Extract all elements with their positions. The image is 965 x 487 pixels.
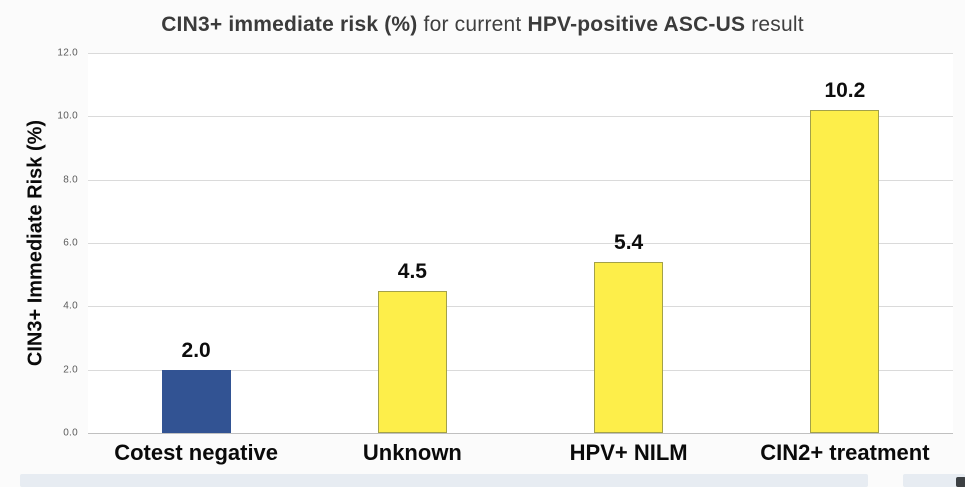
bar-value-label-unknown: 4.5 [397,259,427,283]
y-tick-label: 8.0 [63,174,78,186]
x-axis-label-unknown: Unknown [362,440,462,465]
gridline [88,243,953,244]
chart-title-regular-1: for current [417,13,528,36]
y-tick-label: 0.0 [63,427,78,439]
x-axis-label-cin2-treatment: CIN2+ treatment [760,440,930,465]
x-axis-label-cotest-negative: Cotest negative [114,440,279,465]
x-axis-line [88,433,953,434]
gridline [88,53,953,54]
gridline [88,306,953,308]
chart-title-bold-1: CIN3+ immediate risk (%) [161,13,418,36]
bottom-strip-left [20,474,868,487]
gridline [88,369,953,371]
bottom-strip-right [903,474,965,487]
bar-cotest-negative [161,369,231,433]
y-tick-label: 6.0 [63,237,78,249]
corner-mark [956,477,965,487]
chart-title-regular-2: result [745,13,804,36]
bar-unknown [377,290,447,433]
y-tick-label: 10.0 [57,110,78,122]
bar-cin2-treatment [810,110,880,433]
gridline [88,179,953,181]
bar-hpv-nilm [594,262,664,433]
chart-title-bold-2: HPV-positive ASC-US [527,13,746,36]
gridline [88,116,953,118]
chart-title: CIN3+ immediate risk (%) for current HPV… [0,13,965,37]
bar-value-label-cotest-negative: 2.0 [181,338,211,362]
y-tick-label: 12.0 [57,47,78,59]
x-axis-label-hpv-nilm: HPV+ NILM [569,440,688,465]
y-tick-label: 2.0 [63,364,78,376]
y-tick-label: 4.0 [63,300,78,312]
bar-value-label-cin2-treatment: 10.2 [824,79,866,102]
bar-value-label-hpv-nilm: 5.4 [614,231,644,254]
